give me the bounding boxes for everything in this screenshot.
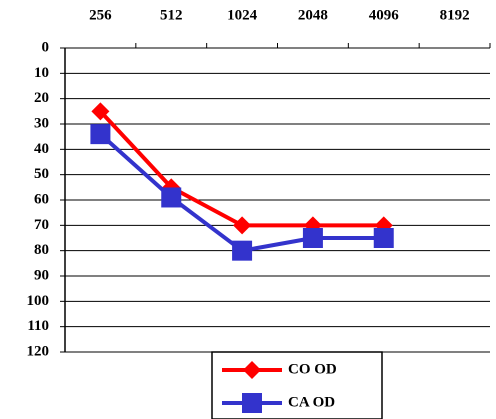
- y-tick-label: 80: [34, 242, 49, 258]
- y-tick-label: 40: [34, 141, 49, 157]
- point: [302, 228, 323, 248]
- y-tick-label: 50: [34, 166, 49, 182]
- point: [232, 240, 253, 261]
- x-tick-label: 1024: [227, 7, 258, 23]
- legend-box: [211, 351, 383, 419]
- legend-label: CA OD: [288, 394, 335, 410]
- legend-label: CO OD: [288, 361, 337, 377]
- x-tick-label: 2048: [298, 7, 328, 23]
- y-tick-label: 90: [34, 267, 49, 283]
- x-tick-label: 4096: [369, 7, 400, 23]
- y-tick-label: 110: [27, 318, 49, 334]
- series-line: [98, 109, 384, 228]
- y-tick-label: 70: [34, 217, 49, 233]
- point: [90, 124, 111, 145]
- y-tick-label: 0: [42, 39, 50, 55]
- x-tick-label: 512: [160, 7, 183, 23]
- x-tick-label: 8192: [440, 7, 470, 23]
- point: [91, 102, 110, 121]
- point: [243, 361, 261, 379]
- point: [233, 216, 252, 235]
- y-tick-label: 120: [27, 343, 50, 359]
- x-tick-label: 256: [89, 7, 112, 23]
- y-tick-label: 30: [34, 115, 49, 131]
- point: [161, 187, 182, 208]
- y-tick-label: 10: [34, 65, 49, 81]
- point: [373, 228, 394, 248]
- y-tick-label: 100: [27, 293, 50, 309]
- y-tick-label: 20: [34, 90, 49, 106]
- point: [242, 393, 262, 413]
- y-tick-label: 60: [34, 191, 49, 207]
